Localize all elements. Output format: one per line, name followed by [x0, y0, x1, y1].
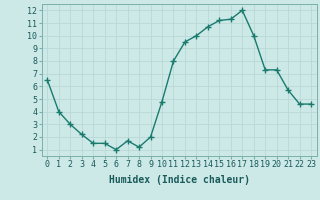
X-axis label: Humidex (Indice chaleur): Humidex (Indice chaleur): [109, 175, 250, 185]
